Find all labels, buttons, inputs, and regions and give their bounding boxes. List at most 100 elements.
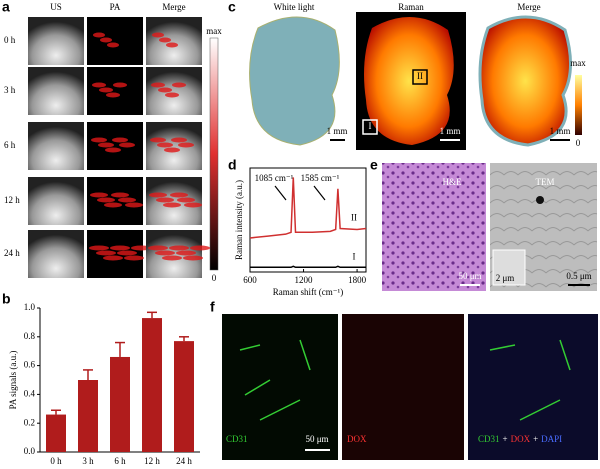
colorbar-label: 0	[576, 138, 581, 148]
image-label: CD31	[478, 434, 500, 444]
image-cell	[28, 17, 84, 65]
bar	[142, 318, 162, 452]
pa-signal	[149, 192, 167, 198]
annotation: 1085 cm⁻¹	[255, 173, 294, 183]
bar	[110, 356, 130, 452]
y-tick-label: 0.2	[24, 417, 35, 427]
pa-signal	[159, 37, 171, 43]
row-label: 12 h	[4, 195, 20, 205]
image-label: TEM	[536, 177, 555, 187]
pa-signal	[166, 42, 178, 48]
pa-signal	[113, 82, 127, 88]
row-label: 24 h	[4, 248, 20, 258]
x-tick-label: 6 h	[114, 456, 126, 466]
column-header: White light	[274, 2, 315, 12]
pa-signal	[99, 87, 113, 93]
spectrum-line	[249, 177, 367, 239]
y-tick-label: 0.6	[24, 360, 36, 370]
x-tick-label: 1800	[348, 275, 367, 285]
image-cell	[146, 67, 202, 115]
column-header: Merge	[162, 2, 185, 12]
image-cell	[87, 67, 143, 115]
pa-signal	[91, 137, 107, 143]
pa-signal	[118, 197, 136, 203]
pa-signal	[152, 32, 164, 38]
row-label: 3 h	[4, 85, 16, 95]
x-tick-label: 1200	[295, 275, 314, 285]
panel-letter: f	[210, 299, 215, 315]
column-header: US	[50, 2, 62, 12]
plot-frame	[249, 167, 367, 273]
pa-signal	[117, 250, 137, 256]
pa-signal	[184, 202, 202, 208]
bar	[46, 414, 66, 452]
pa-signal	[119, 142, 135, 148]
colorbar-label: max	[570, 58, 586, 68]
column-header: PA	[110, 2, 121, 12]
scale-label: 1 mm	[550, 126, 571, 136]
image-cell	[87, 17, 143, 65]
pa-signal	[90, 192, 108, 198]
pa-signal	[157, 142, 173, 148]
pa-signal	[171, 137, 187, 143]
image-label: H&E	[443, 177, 463, 187]
x-tick-label: 600	[243, 275, 257, 285]
region-label: II	[417, 71, 423, 81]
scale-label: 0.5 μm	[566, 271, 591, 281]
pa-signal	[151, 82, 165, 88]
pa-signal	[97, 197, 115, 203]
pa-signal	[162, 255, 182, 261]
image-cell	[28, 230, 84, 278]
pa-signal	[104, 202, 122, 208]
pa-signal	[163, 202, 181, 208]
region-label: I	[369, 121, 372, 131]
image-label: CD31	[226, 434, 248, 444]
row-label: 6 h	[4, 140, 16, 150]
spectrum-line	[250, 265, 366, 269]
pa-signal	[112, 137, 128, 143]
panel-letter: a	[2, 0, 10, 15]
pa-signal	[107, 42, 119, 48]
x-axis-label: Raman shift (cm⁻¹)	[273, 287, 343, 297]
panel-letter: b	[2, 291, 11, 307]
scale-label: 1 mm	[440, 126, 461, 136]
image-cell	[28, 177, 84, 225]
pa-signal	[155, 250, 175, 256]
scale-label: 2 mm	[186, 275, 207, 285]
pa-signal	[156, 197, 174, 203]
pa-signal	[93, 32, 105, 38]
y-tick-label: 0.8	[24, 331, 36, 341]
pa-signal	[164, 147, 180, 153]
image-label: DAPI	[541, 434, 562, 444]
image-cell	[146, 122, 202, 170]
bar	[78, 380, 98, 452]
y-tick-label: 0.4	[24, 388, 36, 398]
column-header: Raman	[398, 2, 424, 12]
image-label: DOX	[347, 434, 367, 444]
image-label: +	[533, 434, 538, 444]
pa-signal	[178, 142, 194, 148]
pa-signal	[111, 192, 129, 198]
pa-signal	[169, 245, 189, 251]
pa-signal	[150, 137, 166, 143]
image-cell	[28, 122, 84, 170]
pa-signal	[183, 255, 203, 261]
scale-label: 2 μm	[496, 273, 515, 283]
pa-signal	[165, 92, 179, 98]
pa-signal	[105, 147, 121, 153]
y-axis-label: PA signals (a.u.)	[8, 351, 18, 410]
x-tick-label: 24 h	[176, 456, 192, 466]
series-label: I	[353, 251, 356, 261]
pa-signal	[148, 245, 168, 251]
y-tick-label: 0.0	[24, 446, 36, 456]
pa-signal	[190, 245, 210, 251]
image-cell	[146, 17, 202, 65]
pa-signal	[92, 82, 106, 88]
series-label: II	[351, 213, 357, 223]
row-label: 0 h	[4, 35, 16, 45]
x-tick-label: 12 h	[144, 456, 160, 466]
scale-label: 1 mm	[327, 126, 348, 136]
column-header: Merge	[517, 2, 540, 12]
pa-signal	[89, 245, 109, 251]
pa-signal	[125, 202, 143, 208]
